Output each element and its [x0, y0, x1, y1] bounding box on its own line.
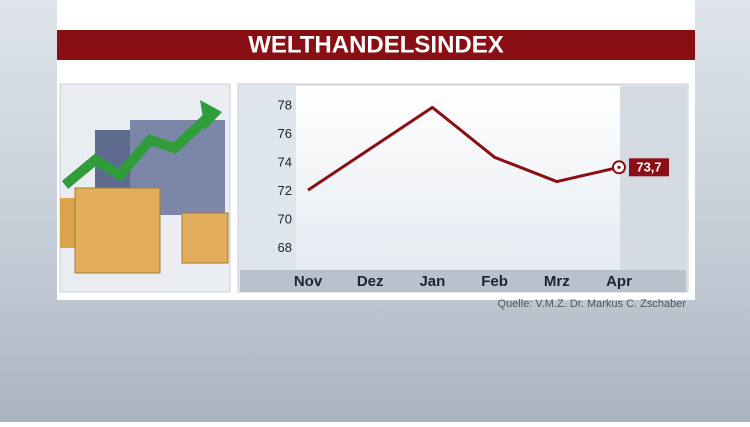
x-tick-label: Jan: [419, 273, 445, 290]
chart-title: WELTHANDELSINDEX: [248, 31, 504, 58]
source: Quelle: V.M.Z. Dr. Markus C. Zschaber: [498, 298, 687, 310]
x-axis-bar: [240, 270, 686, 292]
plot-margin: [620, 86, 686, 270]
value-label-box: [629, 158, 669, 177]
x-tick-label: Apr: [606, 273, 632, 290]
y-tick-label: 72: [278, 183, 292, 198]
x-tick-label: Feb: [481, 273, 508, 290]
y-tick-label: 74: [278, 154, 292, 169]
x-tick-label: Dez: [357, 273, 384, 290]
value-label: 73,7: [636, 160, 661, 175]
illustration: [59, 83, 231, 293]
line: [307, 105, 620, 192]
x-tick-label: Nov: [294, 273, 323, 290]
y-tick-label: 70: [278, 212, 292, 227]
title-bar: [57, 30, 695, 60]
marker-dot: [617, 165, 621, 169]
y-tick-label: 78: [278, 97, 292, 112]
x-tick-label: Mrz: [544, 273, 570, 290]
y-tick-label: 76: [278, 126, 292, 141]
y-tick-label: 68: [278, 240, 292, 255]
